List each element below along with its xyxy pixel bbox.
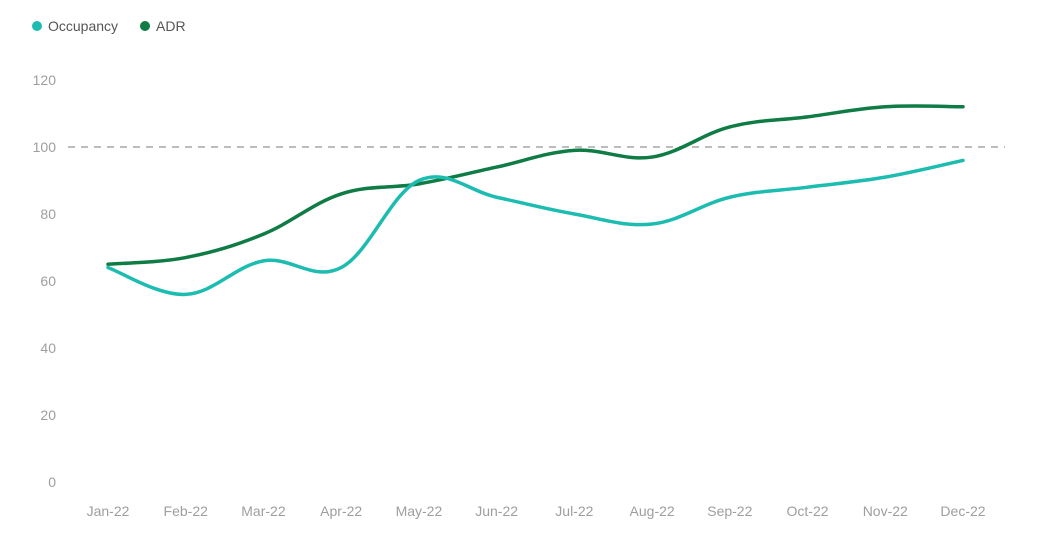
x-tick-label-aug-22: Aug-22 bbox=[630, 503, 675, 519]
data-point-adr-oct-22 bbox=[806, 115, 810, 119]
data-point-occupancy-jun-22 bbox=[495, 195, 499, 199]
data-point-occupancy-aug-22 bbox=[650, 222, 654, 226]
x-tick-label-feb-22: Feb-22 bbox=[164, 503, 209, 519]
series-line-adr bbox=[106, 104, 965, 266]
x-tick-label-may-22: May-22 bbox=[396, 503, 443, 519]
x-tick-label-dec-22: Dec-22 bbox=[940, 503, 985, 519]
legend-label-adr: ADR bbox=[156, 18, 186, 34]
data-point-occupancy-sep-22 bbox=[728, 195, 732, 199]
data-point-adr-apr-22 bbox=[339, 192, 343, 196]
y-tick-label-100: 100 bbox=[33, 139, 57, 155]
x-tick-label-mar-22: Mar-22 bbox=[241, 503, 286, 519]
data-point-adr-sep-22 bbox=[728, 125, 732, 129]
data-point-adr-feb-22 bbox=[184, 256, 188, 260]
y-tick-label-120: 120 bbox=[33, 72, 57, 88]
data-point-adr-dec-22 bbox=[961, 105, 965, 109]
legend-item-occupancy[interactable]: Occupancy bbox=[32, 18, 118, 34]
data-point-occupancy-mar-22 bbox=[261, 259, 265, 263]
legend-item-adr[interactable]: ADR bbox=[140, 18, 186, 34]
legend-swatch-adr bbox=[140, 21, 151, 31]
data-point-occupancy-may-22 bbox=[417, 179, 421, 183]
series-line-occupancy bbox=[106, 158, 965, 297]
x-tick-label-sep-22: Sep-22 bbox=[707, 503, 752, 519]
data-point-occupancy-nov-22 bbox=[883, 175, 887, 179]
data-point-occupancy-jul-22 bbox=[572, 212, 576, 216]
y-tick-label-60: 60 bbox=[40, 273, 56, 289]
x-tick-label-nov-22: Nov-22 bbox=[863, 503, 908, 519]
data-point-occupancy-apr-22 bbox=[339, 266, 343, 270]
x-tick-label-jul-22: Jul-22 bbox=[555, 503, 593, 519]
y-tick-label-20: 20 bbox=[40, 407, 56, 423]
legend-label-occupancy: Occupancy bbox=[48, 18, 119, 34]
data-point-occupancy-oct-22 bbox=[806, 185, 810, 189]
x-tick-label-apr-22: Apr-22 bbox=[320, 503, 362, 519]
data-point-adr-jul-22 bbox=[572, 148, 576, 152]
data-point-adr-mar-22 bbox=[261, 232, 265, 236]
data-point-adr-jun-22 bbox=[495, 165, 499, 169]
legend-swatch-occupancy bbox=[32, 21, 42, 31]
y-tick-label-40: 40 bbox=[40, 340, 56, 356]
data-point-adr-nov-22 bbox=[883, 105, 887, 109]
x-tick-label-jun-22: Jun-22 bbox=[475, 503, 518, 519]
chart-legend: Occupancy ADR bbox=[32, 18, 186, 34]
x-tick-label-jan-22: Jan-22 bbox=[87, 503, 130, 519]
y-tick-label-0: 0 bbox=[48, 474, 56, 490]
x-tick-label-oct-22: Oct-22 bbox=[787, 503, 829, 519]
data-point-occupancy-jan-22 bbox=[106, 266, 110, 270]
data-point-adr-aug-22 bbox=[650, 155, 654, 159]
data-point-occupancy-dec-22 bbox=[961, 158, 965, 162]
y-tick-label-80: 80 bbox=[40, 206, 56, 222]
data-point-occupancy-feb-22 bbox=[184, 292, 188, 296]
